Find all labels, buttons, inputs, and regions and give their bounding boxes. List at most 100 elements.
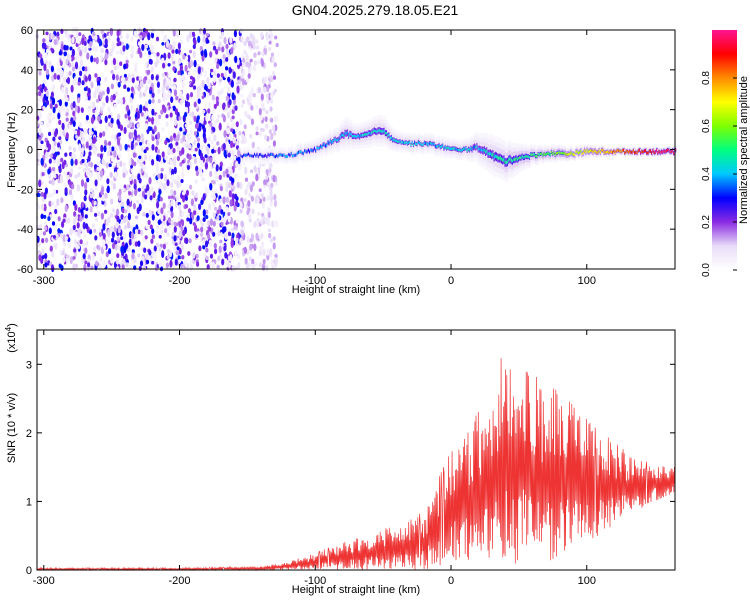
- noise-cell: [211, 148, 215, 154]
- noise-cell: [205, 247, 209, 253]
- trace-cell: [598, 149, 601, 152]
- noise-cell: [193, 115, 197, 122]
- noise-cell: [168, 224, 172, 229]
- trace-cell: [348, 134, 350, 137]
- trace-cell: [631, 151, 634, 154]
- noise-cell: [156, 52, 160, 57]
- noise-cell: [247, 262, 251, 268]
- noise-cell: [52, 188, 57, 196]
- noise-cell: [192, 222, 196, 226]
- noise-cell: [202, 209, 206, 217]
- noise-cell: [102, 161, 106, 166]
- trace-cell: [390, 136, 393, 139]
- trace-cell: [458, 149, 460, 152]
- noise-cell: [240, 74, 244, 79]
- trace-cell: [338, 138, 341, 141]
- noise-cell: [111, 146, 115, 152]
- noise-cell: [72, 263, 76, 270]
- noise-cell: [69, 167, 74, 174]
- noise-cell: [122, 172, 126, 179]
- noise-cell: [37, 249, 41, 256]
- noise-cell: [89, 40, 93, 47]
- noise-cell: [271, 56, 275, 64]
- noise-cell: [147, 33, 151, 41]
- trace-cell: [323, 143, 326, 146]
- noise-cell: [268, 129, 272, 135]
- noise-cell: [177, 255, 181, 260]
- colorbar-tick-label: 0.4: [701, 167, 712, 181]
- noise-cell: [107, 106, 111, 113]
- noise-cell: [67, 241, 71, 249]
- trace-cell: [398, 140, 401, 143]
- noise-cell: [151, 252, 155, 258]
- noise-cell: [213, 146, 218, 151]
- trace-cell: [454, 147, 457, 150]
- trace-cell: [594, 150, 597, 153]
- trace-cell: [262, 155, 265, 158]
- noise-cell: [177, 59, 181, 65]
- trace-cell: [436, 145, 438, 148]
- noise-cell: [225, 57, 229, 62]
- trace-cell: [403, 141, 405, 144]
- trace-cell: [322, 143, 325, 146]
- noise-cell: [102, 260, 106, 269]
- trace-cell: [642, 150, 645, 154]
- noise-cell: [132, 152, 136, 158]
- noise-cell: [169, 143, 173, 150]
- noise-cell: [202, 144, 206, 149]
- spec-x-tick-label: -200: [169, 275, 191, 287]
- noise-cell: [157, 173, 161, 179]
- noise-cell: [166, 160, 170, 165]
- trace-cell: [569, 152, 572, 155]
- noise-cell: [180, 211, 185, 217]
- trace-cell: [603, 151, 606, 154]
- trace-cell: [522, 156, 525, 159]
- noise-cell: [91, 191, 95, 198]
- trace-cell: [395, 139, 398, 143]
- trace-cell: [313, 147, 316, 150]
- noise-cell: [123, 73, 127, 78]
- noise-cell: [93, 200, 97, 206]
- noise-cell: [94, 212, 98, 217]
- trace-cell: [459, 148, 462, 151]
- noise-cell: [56, 75, 61, 80]
- noise-cell: [99, 54, 103, 62]
- noise-cell: [41, 203, 45, 210]
- noise-cell: [124, 242, 129, 250]
- noise-cell: [128, 194, 132, 203]
- noise-cell: [173, 235, 177, 242]
- noise-cell: [91, 199, 95, 207]
- noise-cell: [203, 136, 207, 144]
- noise-cell: [242, 68, 246, 76]
- noise-cell: [151, 28, 155, 34]
- noise-cell: [84, 66, 88, 72]
- noise-cell: [77, 37, 81, 45]
- trace-cell: [579, 151, 581, 154]
- noise-cell: [209, 170, 213, 177]
- noise-cell: [105, 251, 109, 258]
- noise-cell: [45, 68, 50, 76]
- trace-cell: [635, 151, 638, 154]
- noise-cell: [49, 102, 53, 109]
- noise-cell: [213, 242, 217, 250]
- noise-cell: [121, 187, 125, 192]
- trace-cell: [360, 134, 363, 137]
- trace-cell: [638, 148, 641, 152]
- noise-cell: [113, 103, 117, 109]
- noise-cell: [219, 78, 223, 83]
- noise-cell: [247, 73, 251, 79]
- trace-cell: [318, 146, 321, 150]
- noise-cell: [179, 75, 183, 84]
- noise-cell: [235, 200, 239, 207]
- trace-cell: [660, 150, 663, 153]
- trace-cell: [455, 148, 458, 151]
- trace-cell: [444, 145, 447, 149]
- trace-cell: [592, 151, 595, 154]
- noise-cell: [78, 122, 83, 129]
- noise-cell: [60, 178, 64, 183]
- noise-cell: [151, 144, 155, 151]
- trace-cell: [517, 157, 520, 160]
- noise-cell: [137, 229, 141, 235]
- noise-cell: [128, 191, 132, 197]
- trace-cell: [273, 155, 276, 158]
